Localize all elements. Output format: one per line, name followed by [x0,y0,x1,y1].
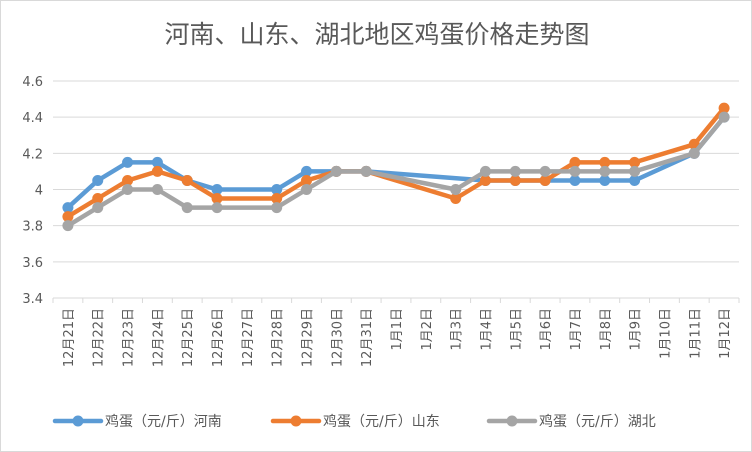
data-point [539,174,551,186]
data-point [688,147,700,159]
data-point [569,174,581,186]
data-point [181,174,193,186]
legend-label: 鸡蛋（元/斤）河南 [105,413,222,430]
series-3 [62,111,730,232]
data-point [62,211,74,223]
data-point [301,165,313,177]
data-point [599,156,611,168]
x-tick-label: 12月28日 [271,308,286,367]
x-tick-label: 1月3日 [450,308,465,351]
legend-marker [506,415,518,427]
legend-item-3: 鸡蛋（元/斤）湖北 [486,413,656,430]
data-point [151,165,163,177]
data-point [122,184,134,195]
x-tick-label: 1月9日 [629,308,644,351]
data-point [539,165,551,177]
data-point [360,165,372,177]
data-point [509,174,521,186]
data-point [211,184,223,195]
data-point [271,202,283,214]
data-point [62,202,74,214]
x-tick-label: 1月12日 [718,308,733,359]
x-tick-label: 12月26日 [211,308,226,367]
x-tick-label: 1月2日 [420,308,435,351]
axes: 3.4 3.6 3.8 4 4.2 4.4 4.6 12月21日 12月22日 12月23日 12月… [22,75,740,367]
data-point [92,193,104,205]
data-point [629,165,641,177]
data-point [450,193,462,205]
y-tick-label: 4.2 [22,147,43,162]
data-point [151,156,163,168]
data-point [330,165,342,177]
data-point [122,174,134,186]
data-point [599,165,611,177]
x-tick-label: 12月21日 [62,308,77,367]
data-point [92,202,104,214]
x-tick-label: 12月31日 [360,308,375,367]
data-point [92,174,104,186]
x-tick-label: 1月5日 [509,308,524,351]
y-tick-label: 4.4 [22,111,43,126]
x-tick-label: 12月29日 [301,308,316,367]
data-point [569,165,581,177]
data-point [151,184,163,195]
data-point [629,174,641,186]
data-point [122,156,134,168]
data-point [301,174,313,186]
grid-lines [53,80,739,299]
data-point [509,165,521,177]
legend: 鸡蛋（元/斤）河南 鸡蛋（元/斤）山东 鸡蛋（元/斤）湖北 [52,413,656,430]
data-point [211,202,223,214]
data-point [62,220,74,232]
data-point [599,174,611,186]
data-point [301,184,313,195]
data-point [271,184,283,195]
y-tick-label: 3.8 [22,220,43,235]
data-point [718,102,730,114]
x-tick-label: 1月7日 [569,308,584,351]
x-tick-label: 12月25日 [181,308,196,367]
x-tick-label: 1月11日 [688,308,703,359]
x-tick-label: 12月27日 [241,308,256,367]
y-tick-label: 3.6 [22,256,43,271]
y-tick-label: 3.4 [22,292,43,307]
data-point [479,165,491,177]
y-tick-label: 4.6 [22,75,43,90]
x-tick-label: 1月10日 [658,308,673,359]
data-point [479,174,491,186]
x-tick-label: 1月8日 [599,308,614,351]
data-point [271,193,283,205]
chart-title: 河南、山东、湖北地区鸡蛋价格走势图 [164,20,589,49]
data-point [450,184,462,195]
x-tick-label: 12月23日 [122,308,137,367]
x-tick-label: 1月1日 [390,308,405,351]
y-tick-label: 4 [35,184,43,199]
data-point [629,156,641,168]
legend-marker [290,415,302,427]
legend-item-1: 鸡蛋（元/斤）河南 [52,413,222,430]
data-point [718,111,730,123]
series-line [65,105,727,219]
x-tick-label: 12月22日 [92,308,107,367]
x-tick-label: 12月30日 [330,308,345,367]
legend-item-2: 鸡蛋（元/斤）山东 [270,413,440,430]
legend-label: 鸡蛋（元/斤）山东 [323,413,440,430]
legend-label: 鸡蛋（元/斤）湖北 [539,413,656,430]
data-point [211,193,223,205]
x-tick-label: 1月6日 [539,308,554,351]
legend-marker [72,415,84,427]
series-lines [62,102,730,232]
x-tick-label: 12月24日 [151,308,166,367]
data-point [569,156,581,168]
x-tick-label: 1月4日 [479,308,494,351]
data-point [181,202,193,214]
